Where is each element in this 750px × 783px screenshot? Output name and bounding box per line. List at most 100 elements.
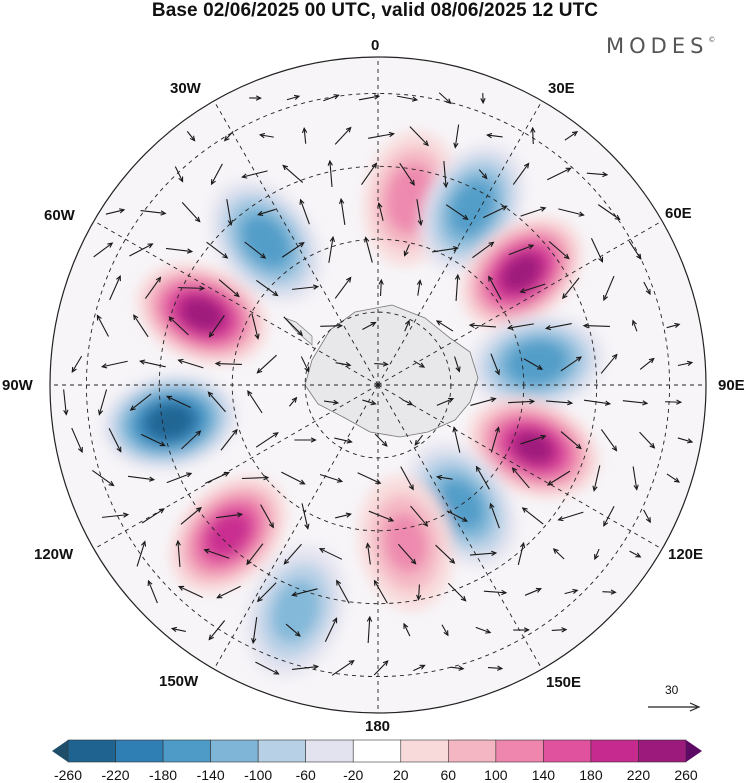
wind-vector: [551, 627, 568, 633]
wind-vector: [403, 244, 410, 257]
anomaly-cell: [102, 373, 238, 470]
wind-vector: [256, 582, 277, 603]
wind-vector: [210, 163, 223, 186]
wind-vector: [283, 316, 304, 337]
wind-vector: [560, 356, 583, 372]
wind-vector: [445, 204, 469, 221]
wind-vector: [136, 540, 147, 567]
wind-vector: [258, 132, 274, 139]
wind-vector: [289, 396, 298, 407]
wind-vector: [507, 398, 536, 405]
colorbar-tick-label: 140: [531, 767, 556, 783]
wind-vector: [489, 502, 500, 529]
wind-vector: [208, 620, 226, 641]
wind-vector: [181, 430, 202, 450]
wind-vector: [255, 661, 280, 675]
wind-vector: [519, 283, 546, 294]
wind-vector: [483, 589, 508, 596]
wind-vector: [92, 470, 115, 487]
wind-vector: [643, 281, 651, 296]
colorbar-tick-label: 260: [674, 767, 698, 783]
wind-vector: [127, 475, 156, 482]
wind-vector: [396, 95, 419, 102]
colorbar-tick-label: -220: [101, 767, 130, 783]
meridian-label-120e: 120E: [668, 546, 704, 563]
wind-vector: [215, 512, 244, 519]
wind-vector: [63, 389, 69, 416]
wind-vector: [564, 131, 579, 141]
colorbar: [52, 739, 702, 763]
wind-vector: [140, 433, 166, 447]
wind-vector: [281, 242, 305, 258]
colorbar-tick-label: 220: [626, 767, 651, 783]
colorbar-extend-high: [686, 740, 702, 762]
wind-vector: [564, 588, 579, 595]
wind-vector: [208, 315, 225, 338]
wind-vector: [665, 399, 683, 405]
wind-vector: [517, 541, 526, 566]
wind-vector: [377, 202, 384, 221]
wind-vector: [524, 587, 543, 596]
wind-vector: [557, 511, 584, 522]
wind-vector: [629, 550, 642, 558]
wind-vector: [416, 279, 423, 296]
wind-vector: [452, 426, 461, 453]
wind-vector: [397, 543, 417, 565]
wind-vector: [643, 509, 651, 524]
wind-vector: [677, 360, 694, 367]
wind-vector: [144, 276, 162, 299]
meridian-label-150w: 150W: [159, 673, 199, 690]
wind-vector: [446, 510, 469, 522]
wind-vector: [71, 427, 83, 454]
wind-vector: [71, 355, 83, 373]
wind-vector: [327, 159, 333, 188]
wind-vector: [602, 589, 617, 595]
wind-vector: [301, 503, 310, 530]
meridian-line: [93, 220, 379, 386]
meridian-label-60w: 60W: [44, 207, 75, 224]
map-title: Base 02/06/2025 00 UTC, valid 08/06/2025…: [151, 0, 599, 21]
wind-vector: [373, 579, 388, 604]
wind-vector: [247, 390, 263, 414]
wind-vector: [291, 588, 318, 597]
wind-vector: [336, 579, 350, 604]
wind-vector: [435, 544, 456, 564]
wind-vector: [246, 543, 264, 566]
wind-vector: [666, 322, 681, 329]
wind-vector: [469, 550, 498, 556]
wind-vector: [483, 205, 508, 219]
wind-vector: [639, 357, 655, 370]
wind-vector: [368, 131, 395, 139]
wind-vector: [101, 512, 130, 518]
wind-vector: [582, 323, 610, 329]
colorbar-tick-label: -60: [295, 767, 316, 783]
wind-vector: [207, 391, 226, 413]
wind-vector: [218, 279, 240, 298]
meridian-line: [377, 384, 543, 670]
map-boundary: [49, 56, 707, 714]
colorbar-segment: [67, 739, 116, 763]
wind-vector: [256, 354, 277, 374]
wind-vector: [357, 472, 382, 484]
wind-vector: [490, 426, 500, 453]
wind-vector: [401, 398, 414, 406]
wind-vector: [410, 505, 429, 527]
wind-vector: [323, 94, 340, 102]
wind-vector: [301, 127, 308, 144]
vector-reference-label: 30: [665, 683, 679, 697]
wind-vector: [632, 466, 639, 491]
wind-vector: [436, 474, 453, 481]
wind-vector: [443, 160, 449, 189]
colorbar-segment: [352, 739, 402, 763]
wind-vector: [147, 579, 158, 604]
meridian-line: [213, 100, 379, 386]
wind-vector: [628, 240, 642, 260]
wind-vector: [216, 585, 241, 599]
colorbar-tick-label: 20: [392, 767, 409, 783]
wind-vector: [129, 393, 152, 411]
wind-vector: [409, 126, 429, 147]
colorbar-segment: [448, 739, 497, 763]
wind-vector: [170, 626, 186, 633]
colorbar-extend-low: [52, 740, 68, 762]
wind-vector: [141, 508, 165, 524]
